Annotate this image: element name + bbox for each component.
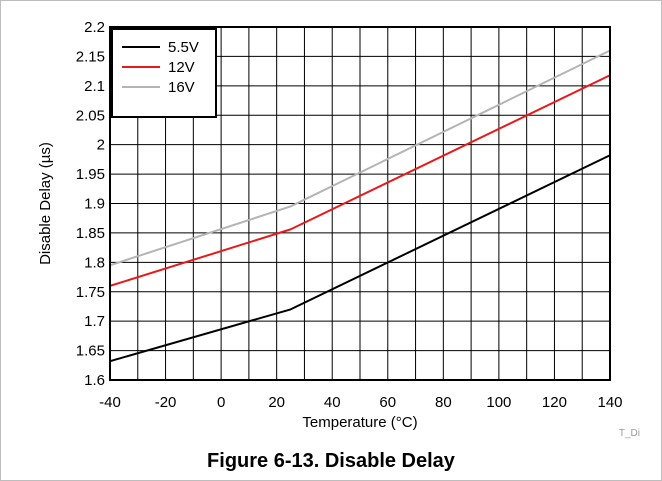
- y-tick-label: 2.05: [76, 107, 105, 124]
- x-tick-label: 100: [486, 394, 511, 411]
- y-tick-label: 1.85: [76, 225, 105, 242]
- x-tick-label: 20: [268, 394, 285, 411]
- x-axis-label: Temperature (°C): [302, 414, 417, 431]
- y-tick-labels: 1.6 1.65 1.7 1.75 1.8 1.85 1.9 1.95 2 2.05 2.1 2.15…: [76, 19, 105, 389]
- y-tick-label: 1.75: [76, 284, 105, 301]
- y-tick-label: 2.1: [84, 78, 105, 95]
- series-line-12v: [109, 74, 611, 287]
- figure-caption: Figure 6-13. Disable Delay: [207, 450, 455, 472]
- y-tick-label: 1.95: [76, 166, 105, 183]
- x-tick-label: -40: [99, 394, 121, 411]
- y-tick-label: 2.15: [76, 48, 105, 65]
- legend-label: 16V: [168, 79, 195, 96]
- y-tick-label: 1.65: [76, 343, 105, 360]
- series-lines: [109, 49, 611, 363]
- plot-border: [109, 26, 611, 381]
- x-tick-labels: -40 -20 0 20 40 60 80 100 120 140: [99, 394, 622, 411]
- series-line-16v: [109, 49, 611, 267]
- y-tick-label: 2: [97, 137, 105, 154]
- y-tick-label: 1.6: [84, 372, 105, 389]
- x-tick-label: 40: [324, 394, 341, 411]
- y-axis-label: Disable Delay (µs): [37, 142, 54, 265]
- x-tick-label: 140: [597, 394, 622, 411]
- y-tick-label: 2.2: [84, 19, 105, 36]
- legend-label: 12V: [168, 59, 195, 76]
- legend-label: 5.5V: [168, 39, 199, 56]
- series-line-5-5v: [109, 154, 611, 363]
- y-tick-label: 1.7: [84, 313, 105, 330]
- x-tick-label: 120: [542, 394, 567, 411]
- legend: 5.5V 12V 16V: [111, 28, 217, 118]
- x-tick-label: -20: [155, 394, 177, 411]
- y-tick-label: 1.8: [84, 254, 105, 271]
- x-tick-label: 80: [435, 394, 452, 411]
- y-tick-label: 1.9: [84, 196, 105, 213]
- x-tick-label: 60: [379, 394, 396, 411]
- image-code: T_Di: [619, 428, 640, 439]
- x-tick-label: 0: [217, 394, 225, 411]
- legend-box: [111, 28, 217, 118]
